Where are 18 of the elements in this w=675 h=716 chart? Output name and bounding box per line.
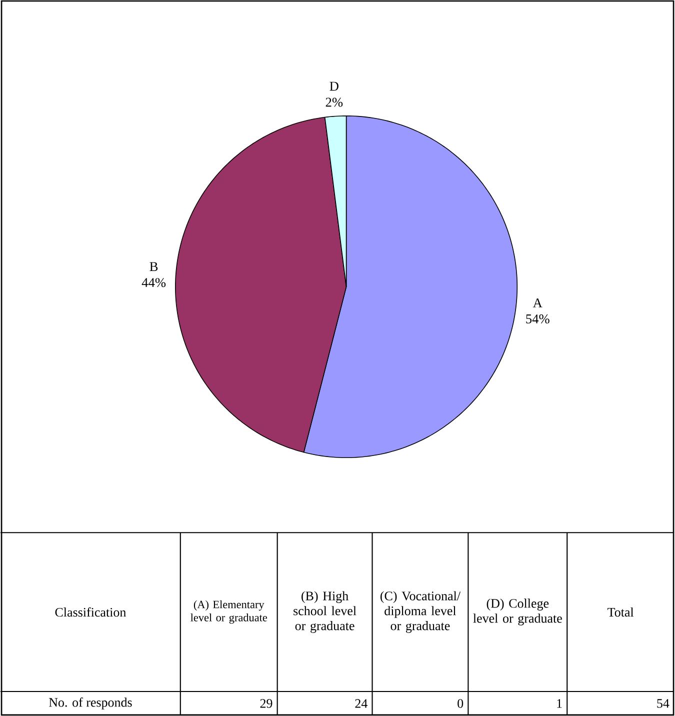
category-label: (D) College level or graduate xyxy=(473,598,562,626)
slice-label: A xyxy=(533,298,543,308)
slice-label: B xyxy=(150,262,158,271)
text: No. of responds xyxy=(49,698,132,710)
data-label: 54 xyxy=(657,699,670,708)
category-label: (C) Vocational/ diploma level or graduate xyxy=(380,591,461,633)
data-label: 54% xyxy=(526,314,550,324)
data-label: 2% xyxy=(326,98,343,107)
category-label: (A) Elementary level or graduate xyxy=(190,600,268,624)
data-label: 1 xyxy=(557,699,562,708)
slice-label: D xyxy=(330,82,339,91)
data-label: 24 xyxy=(355,699,368,708)
data-label: 0 xyxy=(458,699,464,708)
category-label: Total xyxy=(608,607,634,617)
category-label: (B) High school level or graduate xyxy=(294,591,356,633)
data-label: 44% xyxy=(142,278,166,288)
text: Classification xyxy=(56,607,126,617)
data-label: 29 xyxy=(260,699,272,708)
